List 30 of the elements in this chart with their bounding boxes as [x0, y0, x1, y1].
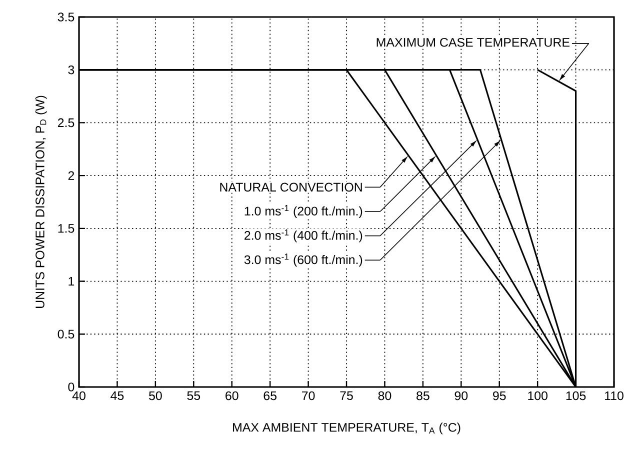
- y-tick-label: 0.5: [58, 330, 74, 339]
- y-tick-label: 3: [68, 65, 74, 74]
- x-tick-label: 40: [72, 391, 86, 400]
- y-tick-label: 2.5: [58, 118, 74, 128]
- x-tick-label: 90: [454, 391, 468, 400]
- x-tick-label: 80: [378, 391, 392, 400]
- legend-label: MAXIMUM CASE TEMPERATURE: [376, 38, 570, 47]
- x-tick-label: 100: [528, 391, 548, 400]
- legend-label: 1.0 ms$^{-1}$ (200 ft./min.): [244, 205, 362, 218]
- x-tick-label: 60: [226, 391, 238, 400]
- y-tick-label: 1: [68, 276, 74, 286]
- x-tick-label: 45: [110, 391, 124, 400]
- x-tick-label: 50: [149, 391, 162, 400]
- x-tick-label: 105: [566, 391, 586, 400]
- x-axis-title: MAX AMBIENT TEMPERATURE, T$_{A}$ (°C): [233, 422, 460, 434]
- legend-label: 3.0 ms$^{-1}$ (600 ft./min.): [244, 254, 362, 267]
- x-tick-label: 110: [605, 391, 624, 400]
- y-axis-title: UNITS POWER DISSIPATION, P$_{D}$ (W): [35, 96, 47, 308]
- x-tick-label: 95: [493, 391, 506, 400]
- x-tick-label: 85: [416, 391, 430, 400]
- y-tick-label: 1.5: [58, 224, 74, 233]
- x-tick-label: 70: [302, 391, 315, 400]
- y-tick-label: 2: [68, 171, 74, 180]
- y-tick-label: 3.5: [58, 12, 74, 22]
- y-tick-label: 0: [68, 382, 74, 392]
- x-tick-label: 55: [187, 391, 200, 400]
- legend-label: 2.0 ms$^{-1}$ (400 ft./min.): [244, 229, 362, 242]
- legend-label: NATURAL CONVECTION: [220, 182, 362, 192]
- x-tick-label: 75: [340, 391, 353, 400]
- x-tick-label: 65: [264, 391, 276, 400]
